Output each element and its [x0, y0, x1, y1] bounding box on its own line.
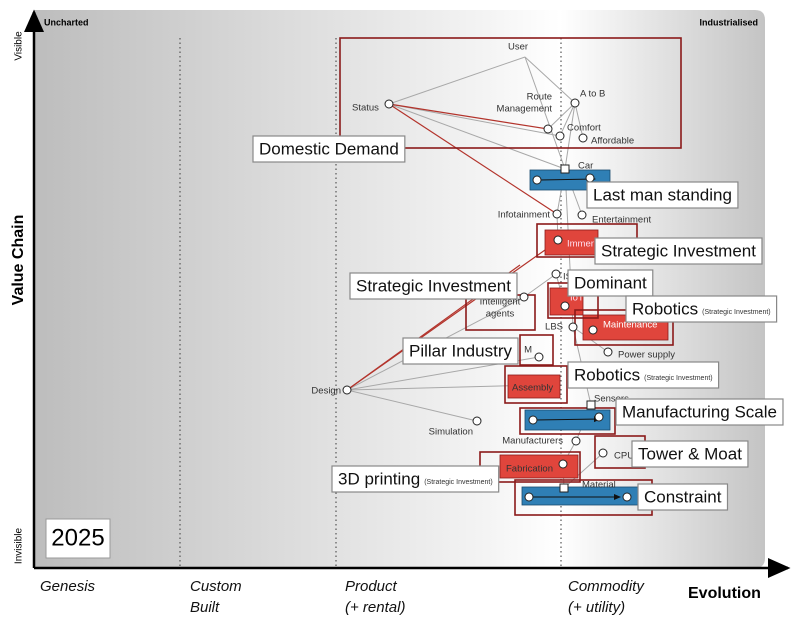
- node: [384, 99, 394, 109]
- callout-box: [349, 272, 518, 300]
- corner-label: Industrialised: [699, 17, 758, 27]
- node-label: agents: [486, 309, 515, 320]
- callout-text: Pillar Industry: [409, 341, 512, 360]
- node: [560, 301, 570, 311]
- node: [551, 269, 561, 279]
- stage-label: Built: [190, 599, 220, 616]
- node: [586, 400, 596, 410]
- node-label: Manufacturers: [502, 436, 563, 447]
- callout-box: [402, 337, 519, 365]
- node-label: Sensors: [594, 394, 629, 405]
- node-label: Car: [578, 161, 593, 172]
- node-label: M: [524, 345, 532, 356]
- callout-box: [567, 361, 720, 389]
- node: [585, 173, 595, 183]
- callout-note: (Strategic Investment): [644, 375, 712, 382]
- node: [570, 98, 580, 108]
- callout-text: Domestic Demand: [259, 139, 399, 158]
- x-axis-title: Evolution: [688, 585, 761, 602]
- callout-note: (Strategic Investment): [702, 309, 770, 316]
- node: [571, 436, 581, 446]
- callout-text: Tower & Moat: [638, 444, 742, 463]
- node-label: A to B: [580, 89, 605, 100]
- callout-box: [637, 483, 729, 511]
- node-label: IoT: [570, 293, 584, 304]
- node-label: Design: [311, 386, 341, 397]
- node: [528, 415, 538, 425]
- node-label: Infotainment: [498, 210, 551, 221]
- node: [534, 352, 544, 362]
- node: [472, 416, 482, 426]
- node: [560, 164, 570, 174]
- node: [342, 385, 352, 395]
- callout-box: [252, 135, 406, 163]
- node: [558, 459, 568, 469]
- node-label: Entertainment: [592, 215, 652, 226]
- node-label: CPU: [614, 451, 634, 462]
- node: [555, 131, 565, 141]
- callout-box: [331, 465, 500, 493]
- callout-text: Constraint: [644, 487, 722, 506]
- node: [568, 322, 578, 332]
- stage-label: (+ rental): [345, 599, 405, 616]
- node-label: Assembly: [512, 383, 553, 394]
- node: [622, 492, 632, 502]
- callout-box: [631, 440, 749, 468]
- node: [532, 175, 542, 185]
- corner-label: Uncharted: [44, 17, 89, 27]
- callout-box: [625, 295, 778, 323]
- node-label: Route: [527, 92, 552, 103]
- callout-text: Robotics: [574, 365, 640, 384]
- node: [553, 235, 563, 245]
- y-axis-title: Value Chain: [10, 215, 27, 306]
- node-label: User: [508, 42, 528, 53]
- node: [519, 292, 529, 302]
- callout-text: Manufacturing Scale: [622, 402, 777, 421]
- node-label: Maintenance: [603, 320, 657, 331]
- callout-text: 3D printing: [338, 469, 420, 488]
- node: [543, 124, 553, 134]
- callout-text: Strategic Investment: [601, 241, 756, 260]
- node-label: Power supply: [618, 350, 675, 361]
- y-axis-bottom: Invisible: [14, 528, 25, 565]
- callout-box: [615, 398, 784, 426]
- year-box: [45, 518, 111, 559]
- callout-box: [594, 237, 763, 265]
- stage-label: Product: [345, 578, 398, 595]
- node-label: Fabrication: [506, 464, 553, 475]
- node: [552, 209, 562, 219]
- stage-label: Commodity: [568, 578, 645, 595]
- node-label: Status: [352, 103, 379, 114]
- callout-note: (Strategic Investment): [424, 479, 492, 486]
- callout-box: [567, 269, 654, 297]
- node: [524, 492, 534, 502]
- node: [559, 483, 569, 493]
- node: [577, 210, 587, 220]
- node: [588, 325, 598, 335]
- stage-label: Genesis: [40, 578, 96, 595]
- node-label: Material: [582, 480, 616, 491]
- callout-text: Dominant: [574, 273, 647, 292]
- node-label: LBS: [545, 322, 563, 333]
- node-label: Management: [497, 104, 553, 115]
- node: [594, 412, 604, 422]
- callout-text: Last man standing: [593, 185, 732, 204]
- year: 2025: [51, 524, 104, 551]
- node: [603, 347, 613, 357]
- stage-label: (+ utility): [568, 599, 625, 616]
- node-label: Affordable: [591, 136, 634, 147]
- callout-box: [586, 181, 739, 209]
- callout-text: Strategic Investment: [356, 276, 511, 295]
- node: [598, 448, 608, 458]
- node-label: Immer: [567, 239, 594, 250]
- node-label: Intelligent: [480, 297, 521, 308]
- node-label: Comfort: [567, 123, 601, 134]
- stage-label: Custom: [190, 578, 242, 595]
- node: [578, 133, 588, 143]
- y-axis-top: Visible: [14, 31, 25, 61]
- node-label: Simulation: [429, 427, 473, 438]
- callout-text: Robotics: [632, 299, 698, 318]
